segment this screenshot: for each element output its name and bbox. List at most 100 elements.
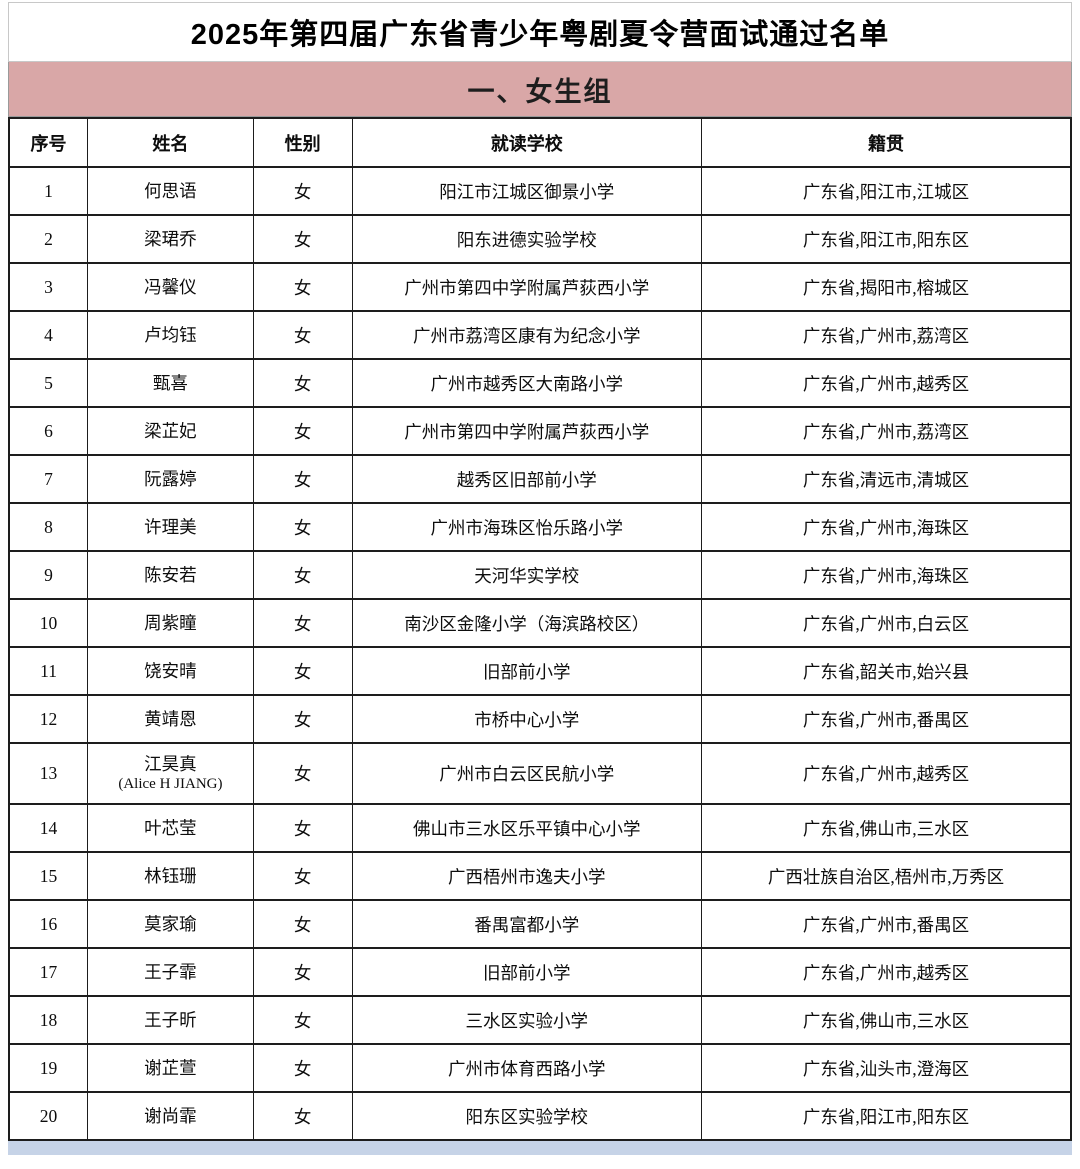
cell-name: 何思语 bbox=[87, 166, 254, 216]
cell-serial-number: 2 bbox=[8, 214, 89, 264]
cell-serial-number: 17 bbox=[8, 947, 89, 997]
cell-name: 甄喜 bbox=[87, 358, 254, 408]
cell-school: 旧部前小学 bbox=[351, 646, 702, 696]
table-row: 3 冯馨仪 女 广州市第四中学附属芦荻西小学 广东省,揭阳市,榕城区 bbox=[8, 262, 1072, 312]
student-name: 林钰珊 bbox=[144, 865, 197, 886]
cell-origin: 广东省,广州市,海珠区 bbox=[700, 550, 1072, 600]
cell-school: 广州市第四中学附属芦荻西小学 bbox=[351, 262, 702, 312]
cell-school: 越秀区旧部前小学 bbox=[351, 454, 702, 504]
cell-school: 佛山市三水区乐平镇中心小学 bbox=[351, 803, 702, 853]
cell-name: 周紫瞳 bbox=[87, 598, 254, 648]
student-name: 何思语 bbox=[144, 180, 197, 201]
table-row: 9 陈安若 女 天河华实学校 广东省,广州市,海珠区 bbox=[8, 550, 1072, 600]
document-title-box: 2025年第四届广东省青少年粤剧夏令营面试通过名单 bbox=[8, 2, 1072, 62]
cell-name: 叶芯莹 bbox=[87, 803, 254, 853]
student-name: 王子霏 bbox=[144, 961, 197, 982]
cell-name: 王子霏 bbox=[87, 947, 254, 997]
student-name: 梁珺乔 bbox=[144, 228, 197, 249]
section-header-label: 一、女生组 bbox=[467, 76, 613, 107]
cell-gender: 女 bbox=[252, 598, 353, 648]
table-row: 12 黄靖恩 女 市桥中心小学 广东省,广州市,番禺区 bbox=[8, 694, 1072, 744]
cell-gender: 女 bbox=[252, 694, 353, 744]
cell-serial-number: 10 bbox=[8, 598, 89, 648]
table-row: 2 梁珺乔 女 阳东进德实验学校 广东省,阳江市,阳东区 bbox=[8, 214, 1072, 264]
cell-origin: 广东省,广州市,海珠区 bbox=[700, 502, 1072, 552]
table-row: 20 谢尚霏 女 阳东区实验学校 广东省,阳江市,阳东区 bbox=[8, 1091, 1072, 1141]
cell-origin: 广东省,佛山市,三水区 bbox=[700, 995, 1072, 1045]
student-name: 黄靖恩 bbox=[144, 708, 197, 729]
cell-gender: 女 bbox=[252, 899, 353, 949]
cell-school: 阳江市江城区御景小学 bbox=[351, 166, 702, 216]
cell-serial-number: 16 bbox=[8, 899, 89, 949]
student-name: 王子昕 bbox=[144, 1009, 197, 1030]
student-name: 周紫瞳 bbox=[144, 612, 197, 633]
student-name: 梁芷妃 bbox=[144, 420, 197, 441]
cell-serial-number: 5 bbox=[8, 358, 89, 408]
cell-school: 广州市海珠区怡乐路小学 bbox=[351, 502, 702, 552]
cell-serial-number: 3 bbox=[8, 262, 89, 312]
cell-serial-number: 12 bbox=[8, 694, 89, 744]
cell-gender: 女 bbox=[252, 454, 353, 504]
col-header-origin: 籍贯 bbox=[700, 117, 1072, 168]
cell-name: 许理美 bbox=[87, 502, 254, 552]
table-row: 17 王子霏 女 旧部前小学 广东省,广州市,越秀区 bbox=[8, 947, 1072, 997]
table-row: 11 饶安晴 女 旧部前小学 广东省,韶关市,始兴县 bbox=[8, 646, 1072, 696]
table-row: 4 卢均钰 女 广州市荔湾区康有为纪念小学 广东省,广州市,荔湾区 bbox=[8, 310, 1072, 360]
cell-name: 卢均钰 bbox=[87, 310, 254, 360]
cell-serial-number: 7 bbox=[8, 454, 89, 504]
cell-name: 饶安晴 bbox=[87, 646, 254, 696]
cell-name: 林钰珊 bbox=[87, 851, 254, 901]
cell-origin: 广东省,广州市,番禺区 bbox=[700, 899, 1072, 949]
student-name: 冯馨仪 bbox=[144, 276, 197, 297]
cell-gender: 女 bbox=[252, 995, 353, 1045]
cell-serial-number: 11 bbox=[8, 646, 89, 696]
table-row: 13 江昊真 (Alice H JIANG) 女 广州市白云区民航小学 广东省,广… bbox=[8, 742, 1072, 805]
table-row: 19 谢芷萱 女 广州市体育西路小学 广东省,汕头市,澄海区 bbox=[8, 1043, 1072, 1093]
table-row: 7 阮露婷 女 越秀区旧部前小学 广东省,清远市,清城区 bbox=[8, 454, 1072, 504]
student-name: 江昊真 bbox=[144, 754, 197, 774]
col-header-school: 就读学校 bbox=[351, 117, 702, 168]
cell-origin: 广东省,广州市,白云区 bbox=[700, 598, 1072, 648]
cell-name: 谢尚霏 bbox=[87, 1091, 254, 1141]
cell-serial-number: 8 bbox=[8, 502, 89, 552]
cell-origin: 广东省,清远市,清城区 bbox=[700, 454, 1072, 504]
student-name: 卢均钰 bbox=[144, 324, 197, 345]
cell-name: 谢芷萱 bbox=[87, 1043, 254, 1093]
cell-serial-number: 14 bbox=[8, 803, 89, 853]
roster-table: 序号 姓名 性别 就读学校 籍贯 1 何思语 女 阳江市江城区御景小学 广东省,… bbox=[8, 117, 1072, 1141]
cell-gender: 女 bbox=[252, 947, 353, 997]
cell-school: 旧部前小学 bbox=[351, 947, 702, 997]
cell-serial-number: 13 bbox=[8, 742, 89, 805]
cell-origin: 广东省,韶关市,始兴县 bbox=[700, 646, 1072, 696]
col-header-no: 序号 bbox=[8, 117, 89, 168]
cell-gender: 女 bbox=[252, 803, 353, 853]
cell-name: 冯馨仪 bbox=[87, 262, 254, 312]
cell-serial-number: 6 bbox=[8, 406, 89, 456]
table-row: 16 莫家瑜 女 番禺富都小学 广东省,广州市,番禺区 bbox=[8, 899, 1072, 949]
student-name: 饶安晴 bbox=[144, 660, 197, 681]
table-row: 18 王子昕 女 三水区实验小学 广东省,佛山市,三水区 bbox=[8, 995, 1072, 1045]
cell-name: 莫家瑜 bbox=[87, 899, 254, 949]
cell-serial-number: 15 bbox=[8, 851, 89, 901]
cell-gender: 女 bbox=[252, 742, 353, 805]
table-row: 1 何思语 女 阳江市江城区御景小学 广东省,阳江市,江城区 bbox=[8, 166, 1072, 216]
cell-serial-number: 18 bbox=[8, 995, 89, 1045]
next-section-strip bbox=[8, 1141, 1072, 1155]
cell-school: 三水区实验小学 bbox=[351, 995, 702, 1045]
col-header-gender: 性别 bbox=[252, 117, 353, 168]
cell-serial-number: 1 bbox=[8, 166, 89, 216]
student-name: 叶芯莹 bbox=[144, 817, 197, 838]
section-header-girls-group: 一、女生组 bbox=[8, 62, 1072, 117]
student-name-english: (Alice H JIANG) bbox=[118, 776, 223, 792]
cell-gender: 女 bbox=[252, 406, 353, 456]
cell-gender: 女 bbox=[252, 214, 353, 264]
cell-origin: 广东省,广州市,荔湾区 bbox=[700, 406, 1072, 456]
table-row: 10 周紫瞳 女 南沙区金隆小学（海滨路校区） 广东省,广州市,白云区 bbox=[8, 598, 1072, 648]
table-row: 14 叶芯莹 女 佛山市三水区乐平镇中心小学 广东省,佛山市,三水区 bbox=[8, 803, 1072, 853]
page-title: 2025年第四届广东省青少年粤剧夏令营面试通过名单 bbox=[190, 19, 890, 51]
cell-school: 广州市第四中学附属芦荻西小学 bbox=[351, 406, 702, 456]
col-header-name: 姓名 bbox=[87, 117, 254, 168]
cell-gender: 女 bbox=[252, 310, 353, 360]
cell-gender: 女 bbox=[252, 646, 353, 696]
